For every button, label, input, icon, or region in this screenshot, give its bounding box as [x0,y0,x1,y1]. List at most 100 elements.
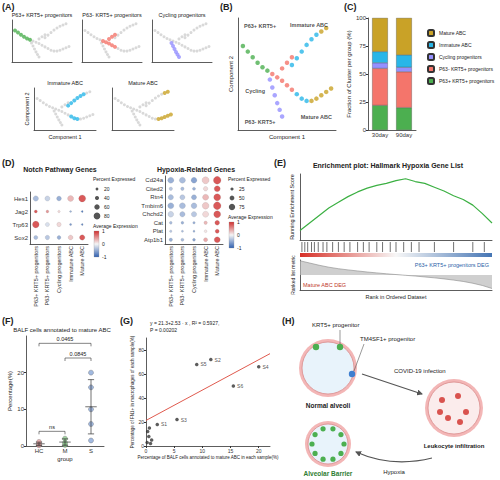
svg-text:40: 40 [104,195,110,201]
svg-text:Enrichment plot: Hallmark Hypo: Enrichment plot: Hallmark Hypoxia Gene L… [313,162,464,170]
svg-text:group: group [57,456,73,462]
svg-text:50: 50 [239,195,245,201]
svg-text:Cycling: Cycling [245,88,265,94]
svg-text:Hypoxia: Hypoxia [383,469,405,475]
svg-text:Hes1: Hes1 [14,196,29,202]
svg-text:20: 20 [138,419,144,425]
svg-text:M: M [63,448,68,454]
svg-text:0: 0 [237,232,240,238]
svg-text:S4: S4 [262,364,268,370]
svg-text:P63- KRT5+: P63- KRT5+ [245,119,276,125]
svg-text:Mature ABC: Mature ABC [79,246,85,276]
svg-text:Component 2: Component 2 [228,55,234,92]
svg-text:Trp63: Trp63 [13,222,29,228]
svg-text:Average Expression: Average Expression [93,223,138,229]
svg-text:Jag2: Jag2 [15,209,29,215]
svg-text:80: 80 [138,347,144,353]
svg-text:P63+ KRT5+ progenitors: P63+ KRT5+ progenitors [439,78,495,84]
svg-text:ns: ns [49,424,55,430]
svg-text:Cycling progenitors: Cycling progenitors [56,246,62,293]
svg-text:P63+ KRT5+ progenitors: P63+ KRT5+ progenitors [12,12,73,18]
svg-text:(F): (F) [2,316,14,326]
svg-text:Mature ABC: Mature ABC [214,246,220,276]
svg-text:Alveolar Barrier: Alveolar Barrier [304,470,353,477]
svg-text:BALF cells annotated to mature: BALF cells annotated to mature ABC [13,327,111,333]
svg-text:15: 15 [228,448,234,454]
svg-text:Rtn4: Rtn4 [150,194,163,200]
svg-text:40: 40 [138,395,144,401]
svg-text:S6: S6 [237,383,243,389]
svg-text:Immature ABC: Immature ABC [290,22,328,28]
svg-text:TM4SF1+ progenitor: TM4SF1+ progenitor [360,336,415,342]
svg-text:50: 50 [359,71,366,77]
svg-text:Normal alveoli: Normal alveoli [306,402,351,409]
svg-text:Cd24a: Cd24a [145,177,163,183]
svg-text:0: 0 [363,127,367,133]
svg-text:P63+ KRT5+: P63+ KRT5+ [244,23,276,29]
svg-text:Immature ABC: Immature ABC [68,246,74,282]
svg-text:S: S [89,448,93,454]
svg-text:Sox2: Sox2 [14,235,28,241]
svg-text:5: 5 [173,448,176,454]
svg-text:25: 25 [239,186,245,192]
svg-text:60: 60 [104,204,110,210]
svg-text:1: 1 [237,219,240,225]
svg-text:Running Enrichment Score: Running Enrichment Score [289,174,295,240]
svg-text:Cycling progenitors: Cycling progenitors [439,54,482,60]
svg-text:COVID-19 infection: COVID-19 infection [394,368,446,374]
svg-text:(A): (A) [2,2,15,12]
svg-text:Hypoxia-Related Genes: Hypoxia-Related Genes [157,166,235,174]
svg-text:1: 1 [102,228,105,234]
svg-text:Percentage of FN1+ in macropha: Percentage of FN1+ in macrophages of eac… [130,335,135,448]
svg-text:P63- KRT5+ progenitors: P63- KRT5+ progenitors [439,66,493,72]
svg-text:Notch Pathway Genes: Notch Pathway Genes [23,166,97,174]
svg-text:Leukocyte infiltration: Leukocyte infiltration [424,443,485,449]
svg-text:Cycling progenitors: Cycling progenitors [158,12,205,18]
svg-text:Mature ABC: Mature ABC [128,80,158,86]
svg-text:Component 2: Component 2 [24,92,30,125]
svg-text:0: 0 [21,443,25,449]
svg-text:0: 0 [102,241,105,247]
svg-text:80: 80 [104,213,110,219]
svg-text:Mature ABC: Mature ABC [439,30,466,36]
svg-text:-1: -1 [237,245,242,251]
svg-text:Cycling progenitors: Cycling progenitors [191,246,197,293]
svg-text:Percentage of BALF cells annot: Percentage of BALF cells annotated to ma… [137,455,279,460]
svg-text:30day: 30day [372,132,388,138]
svg-text:Percent Expressed: Percent Expressed [228,176,270,182]
svg-text:20: 20 [17,370,24,376]
svg-text:Percentage(%): Percentage(%) [7,371,13,411]
svg-text:Ranked list metric: Ranked list metric [290,255,296,295]
svg-text:P63- KRT5+ progenitors: P63- KRT5+ progenitors [82,12,142,18]
svg-text:P63- KRT5+ progenitors: P63- KRT5+ progenitors [44,246,50,306]
svg-text:Percent Expressed: Percent Expressed [93,176,135,182]
svg-text:Cat: Cat [154,220,164,226]
svg-text:S2: S2 [215,357,221,363]
svg-text:25: 25 [359,99,366,105]
svg-text:0.0845: 0.0845 [70,351,87,357]
svg-text:HC: HC [35,448,44,454]
svg-text:90day: 90day [396,132,412,138]
svg-text:Mature ABC DEG: Mature ABC DEG [303,282,346,288]
svg-text:Atp1b1: Atp1b1 [144,237,164,243]
svg-text:P63+ KRT5+ progenitors DEG: P63+ KRT5+ progenitors DEG [415,262,489,268]
svg-text:0.0465: 0.0465 [57,336,74,342]
svg-text:Plat: Plat [153,228,164,234]
svg-text:KRT5+ progenitor: KRT5+ progenitor [312,322,359,328]
svg-text:S3: S3 [181,417,187,423]
svg-text:y = 21.3+2.53 · x , R² = 0.592: y = 21.3+2.53 · x , R² = 0.5927, [150,320,219,326]
svg-text:(C): (C) [344,2,357,12]
svg-text:Chchd2: Chchd2 [142,211,163,217]
svg-text:P63+ KRT5+ progenitors: P63+ KRT5+ progenitors [168,246,174,307]
svg-text:Cited2: Cited2 [146,186,164,192]
svg-text:Rank in Ordered Dataset: Rank in Ordered Dataset [366,294,427,300]
svg-text:(B): (B) [220,2,233,12]
svg-text:(D): (D) [2,158,15,168]
svg-text:Component 1: Component 1 [269,134,306,140]
svg-text:Tmbim6: Tmbim6 [141,203,163,209]
svg-text:S5: S5 [200,361,206,367]
svg-text:10: 10 [17,406,24,412]
svg-text:Immature ABC: Immature ABC [203,246,209,282]
svg-text:75: 75 [359,43,366,49]
svg-text:100: 100 [356,15,367,21]
